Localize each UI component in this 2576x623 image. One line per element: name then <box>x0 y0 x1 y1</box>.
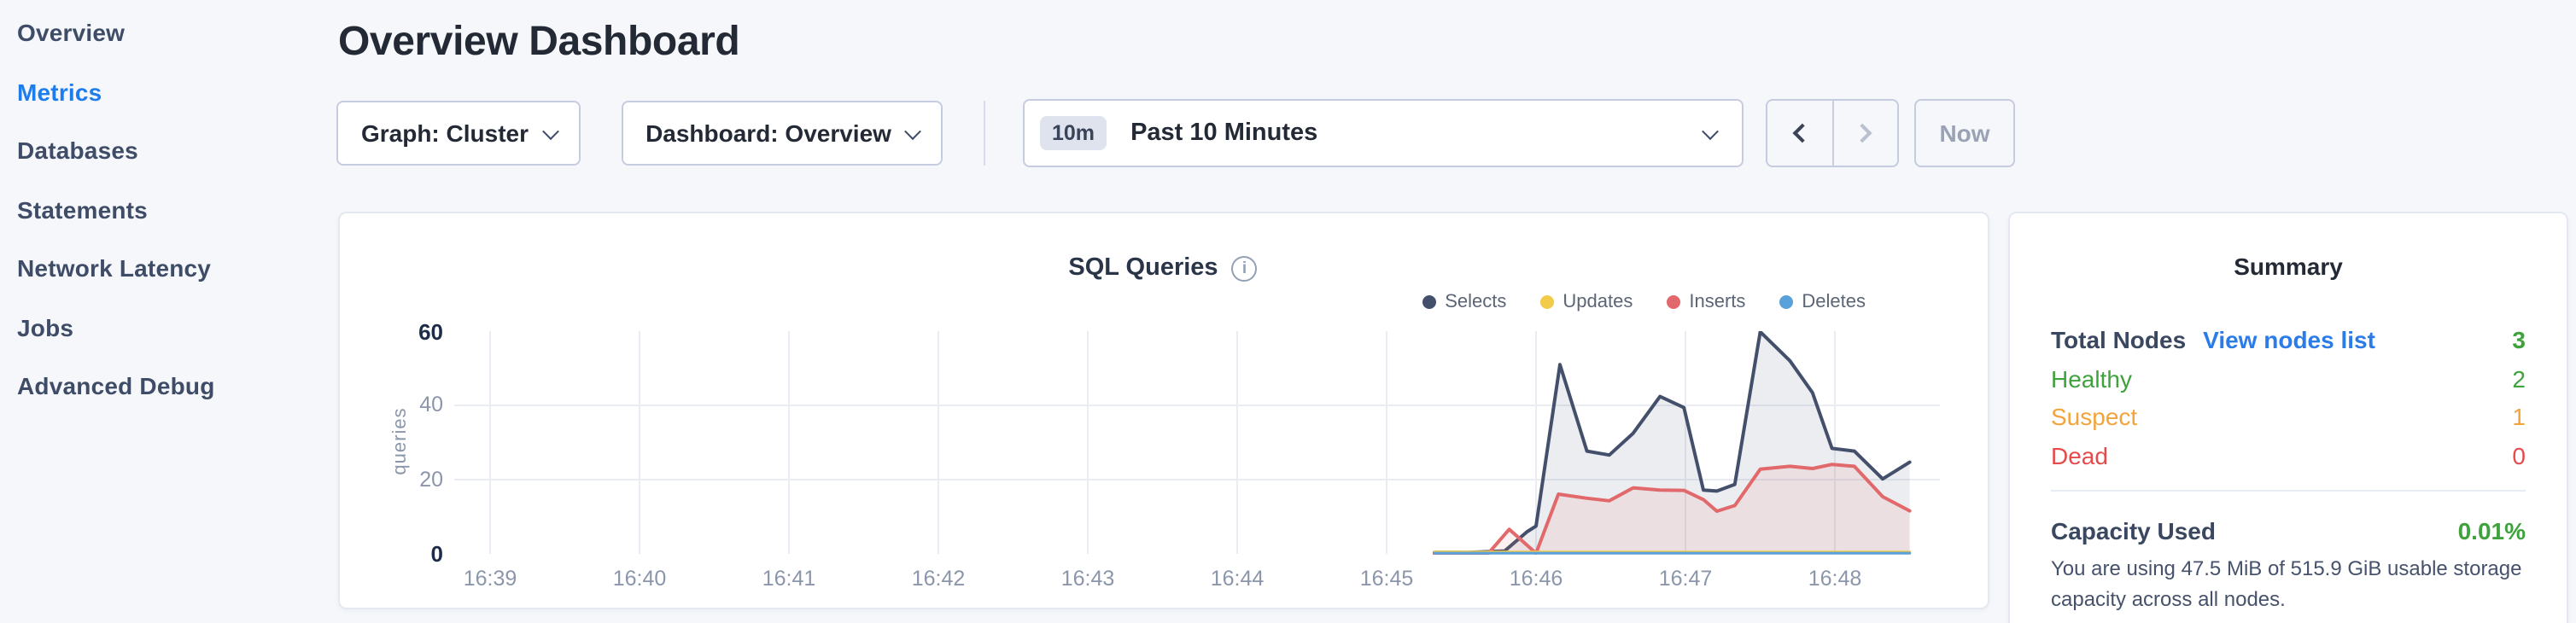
series-line-inserts <box>1433 463 1912 554</box>
series-fill-inserts <box>1434 464 1910 554</box>
dashboard-dropdown-label: Dashboard: Overview <box>645 119 891 147</box>
summary-title: Summary <box>2234 253 2343 280</box>
legend-item-inserts: Inserts <box>1667 292 1745 312</box>
page-title: Overview Dashboard <box>338 19 740 65</box>
legend-item-selects: Selects <box>1422 292 1506 312</box>
chevron-down-icon <box>904 122 921 140</box>
chevron-right-icon <box>1853 123 1872 143</box>
x-tick-1644: 16:44 <box>1210 567 1265 591</box>
x-tick-1647: 16:47 <box>1658 567 1713 591</box>
total-nodes-label: Total Nodes <box>2051 326 2187 353</box>
sidebar-item-overview[interactable]: Overview <box>17 19 126 47</box>
summary-divider <box>2051 490 2526 492</box>
prev-time-button[interactable] <box>1767 101 1831 166</box>
time-range-badge: 10m <box>1040 115 1107 151</box>
graph-dropdown-label: Graph: Cluster <box>360 119 529 147</box>
controls-divider <box>984 101 985 166</box>
legend-item-updates: Updates <box>1540 292 1633 312</box>
chevron-down-icon <box>1702 122 1719 140</box>
legend-label: Deletes <box>1802 292 1866 312</box>
total-nodes-row: Total Nodes View nodes list 3 <box>2051 321 2526 359</box>
node-status-rows: Healthy 2 Suspect 1 Dead 0 <box>2051 359 2526 475</box>
legend-label: Inserts <box>1689 292 1746 312</box>
x-tick-1639: 16:39 <box>463 567 517 591</box>
chart-legend: Selects Updates Inserts Deletes <box>1422 292 1866 312</box>
y-tick-20: 20 <box>419 467 443 491</box>
nodes-block: Total Nodes View nodes list 3 Healthy 2 Su… <box>2051 321 2526 475</box>
chart-title: SQL Queries <box>1068 254 1218 282</box>
sidebar-item-statements[interactable]: Statements <box>17 195 148 224</box>
status-row-healthy: Healthy 2 <box>2051 359 2526 398</box>
dashboard-dropdown[interactable]: Dashboard: Overview <box>622 101 943 166</box>
graph-dropdown[interactable]: Graph: Cluster <box>336 101 581 166</box>
legend-label: Selects <box>1445 292 1507 312</box>
legend-dot <box>1422 295 1437 309</box>
chart-title-row: SQL Queries i <box>339 254 1987 282</box>
status-value: 0 <box>2512 441 2526 469</box>
sidebar-item-network-latency[interactable]: Network Latency <box>17 254 212 282</box>
chevron-down-icon <box>541 122 558 140</box>
now-button[interactable]: Now <box>1914 99 2015 167</box>
time-step-group <box>1766 99 1899 167</box>
legend-dot <box>1779 295 1794 309</box>
status-value: 2 <box>2512 364 2526 392</box>
chart-plot[interactable] <box>454 331 1940 554</box>
sidebar-item-metrics[interactable]: Metrics <box>17 78 102 106</box>
sidebar-item-advanced-debug[interactable]: Advanced Debug <box>17 372 215 400</box>
x-tick-1641: 16:41 <box>762 567 816 591</box>
x-tick-1640: 16:40 <box>612 567 667 591</box>
status-row-dead: Dead 0 <box>2051 436 2526 475</box>
legend-dot <box>1667 295 1681 309</box>
spacer <box>2216 519 2458 543</box>
summary-card: Summary Total Nodes View nodes list 3 He… <box>2008 212 2568 623</box>
x-tick-1643: 16:43 <box>1060 567 1115 591</box>
status-label: Suspect <box>2051 403 2138 430</box>
series-fill-selects <box>1434 331 1910 554</box>
status-row-suspect: Suspect 1 <box>2051 398 2526 436</box>
legend-item-deletes: Deletes <box>1779 292 1866 312</box>
x-tick-1646: 16:46 <box>1509 567 1563 591</box>
y-tick-0: 0 <box>430 541 443 567</box>
x-tick-1645: 16:45 <box>1359 567 1414 591</box>
y-tick-40: 40 <box>419 393 443 416</box>
time-range-label: Past 10 Minutes <box>1130 119 1318 147</box>
sidebar-item-jobs[interactable]: Jobs <box>17 313 74 341</box>
y-tick-60: 60 <box>418 318 443 344</box>
x-tick-1648: 16:48 <box>1808 567 1862 591</box>
sidebar-item-databases[interactable]: Databases <box>17 137 138 165</box>
capacity-value: 0.01% <box>2457 517 2526 544</box>
total-nodes-value: 3 <box>2512 326 2526 353</box>
status-label: Healthy <box>2051 364 2132 392</box>
capacity-description-line: capacity across all nodes. <box>2051 586 2286 610</box>
status-value: 1 <box>2512 403 2526 430</box>
view-nodes-link[interactable]: View nodes list <box>2203 326 2375 353</box>
x-tick-1642: 16:42 <box>911 567 966 591</box>
legend-label: Updates <box>1563 292 1633 312</box>
capacity-description: You are using 47.5 MiB of 515.9 GiB usab… <box>2051 555 2546 614</box>
capacity-label: Capacity Used <box>2051 517 2216 544</box>
capacity-description-line: You are using 47.5 MiB of 515.9 GiB usab… <box>2051 556 2522 580</box>
sql-queries-chart-card: SQL Queries i Selects Updates Inserts Delet… <box>337 212 1989 608</box>
time-window-dropdown[interactable]: 10m Past 10 Minutes <box>1023 99 1744 167</box>
legend-dot <box>1540 295 1555 309</box>
info-icon[interactable]: i <box>1231 255 1258 281</box>
capacity-row: Capacity Used 0.01% <box>2051 519 2526 543</box>
chevron-left-icon <box>1792 123 1812 143</box>
sidebar-nav: Overview Metrics Databases Statements Networ… <box>0 3 324 416</box>
next-time-button[interactable] <box>1831 101 1897 166</box>
series-line-selects <box>1433 331 1912 554</box>
status-label: Dead <box>2051 441 2108 469</box>
